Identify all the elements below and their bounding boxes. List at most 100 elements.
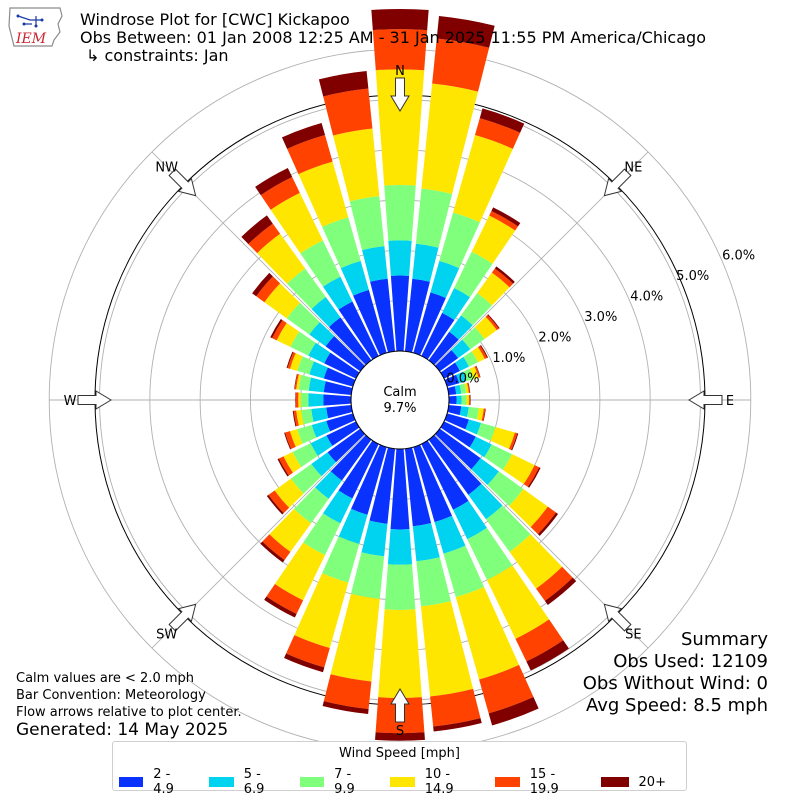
windrose-bar-segment bbox=[260, 177, 300, 210]
windrose-bar-segment bbox=[509, 488, 548, 528]
summary-title: Summary bbox=[681, 629, 768, 650]
windrose-bar-segment bbox=[296, 410, 304, 426]
windrose-bar-segment bbox=[284, 653, 325, 673]
windrose-bar-segment bbox=[266, 584, 304, 614]
windrose-bar-segment bbox=[308, 377, 326, 393]
windrose-bar-segment bbox=[474, 365, 481, 378]
windrose-bar-segment bbox=[338, 301, 379, 360]
legend-swatch bbox=[390, 777, 415, 787]
windrose-bar-segment bbox=[296, 374, 302, 390]
windrose-bar-segment bbox=[440, 421, 476, 448]
windrose-bar-segment bbox=[308, 393, 324, 407]
windrose-bar-segment bbox=[300, 240, 341, 287]
windrose-bar-segment bbox=[303, 513, 341, 556]
chart-title: Windrose Plot for [CWC] Kickapoo bbox=[80, 10, 350, 29]
windrose-bar-segment bbox=[523, 465, 540, 487]
windrose-bar-segment bbox=[390, 448, 410, 530]
windrose-bar-segment bbox=[369, 447, 396, 524]
legend-label: 15 - 19.9 bbox=[529, 767, 559, 797]
windrose-bar-segment bbox=[467, 382, 470, 394]
windrose-bar-segment bbox=[416, 557, 451, 607]
windrose-bar-segment bbox=[449, 315, 473, 340]
windrose-bar-segment bbox=[421, 440, 469, 510]
windrose-bar-segment bbox=[485, 314, 499, 331]
windrose-bar-segment bbox=[308, 342, 331, 364]
iowa-map-icon: IEM bbox=[8, 7, 63, 47]
windrose-bar-segment bbox=[537, 512, 559, 536]
windrose-bar-segment bbox=[351, 444, 387, 515]
bar-convention-note: Bar Convention: Meteorology bbox=[16, 688, 206, 703]
windrose-bar-segment bbox=[309, 322, 335, 347]
direction-label-w: W bbox=[64, 394, 77, 409]
windrose-bar-segment bbox=[480, 345, 489, 358]
legend-swatch bbox=[495, 777, 520, 787]
windrose-bar-segment bbox=[456, 371, 467, 384]
summary-obs-without-wind: Obs Without Wind: 0 bbox=[582, 673, 768, 694]
windrose-bar-segment bbox=[479, 108, 525, 133]
legend-items: 2 - 4.9 5 - 6.9 7 - 9.9 10 - 14.9 15 - 19.9 2… bbox=[119, 767, 686, 797]
windrose-bar-segment bbox=[300, 392, 309, 408]
windrose-bar-segment bbox=[318, 71, 369, 97]
windrose-bar-segment bbox=[268, 490, 290, 514]
windrose-bar-segment bbox=[415, 188, 453, 248]
windrose-bar-segment bbox=[286, 268, 326, 309]
windrose-bar-segment bbox=[370, 278, 396, 353]
legend-label: 7 - 9.9 bbox=[334, 767, 355, 797]
windrose-bar-segment bbox=[435, 428, 481, 470]
windrose-bar-segment bbox=[330, 593, 380, 682]
windrose-bar-segment bbox=[314, 471, 342, 499]
legend-swatch bbox=[299, 777, 325, 787]
windrose-bar-segment bbox=[353, 289, 387, 356]
windrose-bar-segment bbox=[430, 688, 481, 727]
windrose-bar-segment bbox=[454, 251, 493, 298]
windrose-bar-segment bbox=[297, 356, 315, 375]
windrose-bar-segment bbox=[338, 440, 379, 499]
legend-item: 5 - 6.9 bbox=[209, 767, 279, 797]
windrose-bar-segment bbox=[349, 196, 385, 251]
windrose-bar-segment bbox=[412, 243, 439, 282]
radial-tick-label: 4.0% bbox=[630, 290, 663, 305]
windrose-bar-segment bbox=[289, 429, 303, 447]
calm-value: 9.7% bbox=[383, 401, 416, 416]
flow-arrow-se-icon bbox=[603, 603, 632, 632]
windrose-bar-segment bbox=[456, 395, 462, 405]
windrose-bar-segment bbox=[323, 394, 352, 406]
windrose-bar-segment bbox=[371, 8, 429, 31]
windrose-bar-segment bbox=[311, 407, 329, 422]
windrose-bar-segment bbox=[350, 552, 385, 599]
windrose-bar-segment bbox=[487, 471, 524, 507]
windrose-bar-segment bbox=[434, 515, 466, 554]
windrose-bar-segment bbox=[256, 276, 281, 303]
summary-avg-speed: Avg Speed: 8.5 mph bbox=[586, 695, 768, 716]
windrose-bar-segment bbox=[264, 283, 300, 319]
windrose-bar-segment bbox=[333, 128, 380, 202]
flow-arrow-n-icon bbox=[390, 77, 410, 112]
windrose-bar-segment bbox=[285, 431, 296, 449]
windrose-bar-segment bbox=[440, 362, 460, 379]
legend-label: 20+ bbox=[638, 774, 666, 790]
windrose-bar-segment bbox=[544, 577, 577, 605]
windrose-bar-segment bbox=[491, 207, 521, 227]
radial-tick-label: 2.0% bbox=[538, 331, 571, 346]
legend-swatch bbox=[119, 777, 144, 787]
calm-circle bbox=[350, 350, 450, 450]
windrose-bar-segment bbox=[455, 586, 520, 680]
windrose-bar-segment bbox=[294, 573, 349, 649]
windrose-bar-segment bbox=[502, 454, 535, 485]
windrose-bar-segment bbox=[375, 69, 425, 186]
windrose-bar-segment bbox=[447, 404, 462, 416]
direction-label-s: S bbox=[396, 724, 404, 739]
windrose-bar-segment bbox=[277, 458, 289, 477]
windrose-bar-segment bbox=[284, 432, 292, 450]
windrose-bar-segment bbox=[488, 697, 539, 726]
windrose-bar-segment bbox=[477, 345, 488, 359]
calm-note: Calm values are < 2.0 mph bbox=[16, 671, 195, 686]
windrose-bar-segment bbox=[290, 463, 322, 494]
windrose-bar-segment bbox=[323, 674, 372, 709]
direction-label-e: E bbox=[726, 394, 734, 409]
legend-item: 20+ bbox=[600, 774, 666, 790]
windrose-bar-segment bbox=[487, 565, 550, 639]
windrose-bar-segment bbox=[311, 297, 341, 328]
flow-arrow-s-icon bbox=[390, 688, 410, 723]
windrose-bar-segment bbox=[430, 260, 460, 298]
